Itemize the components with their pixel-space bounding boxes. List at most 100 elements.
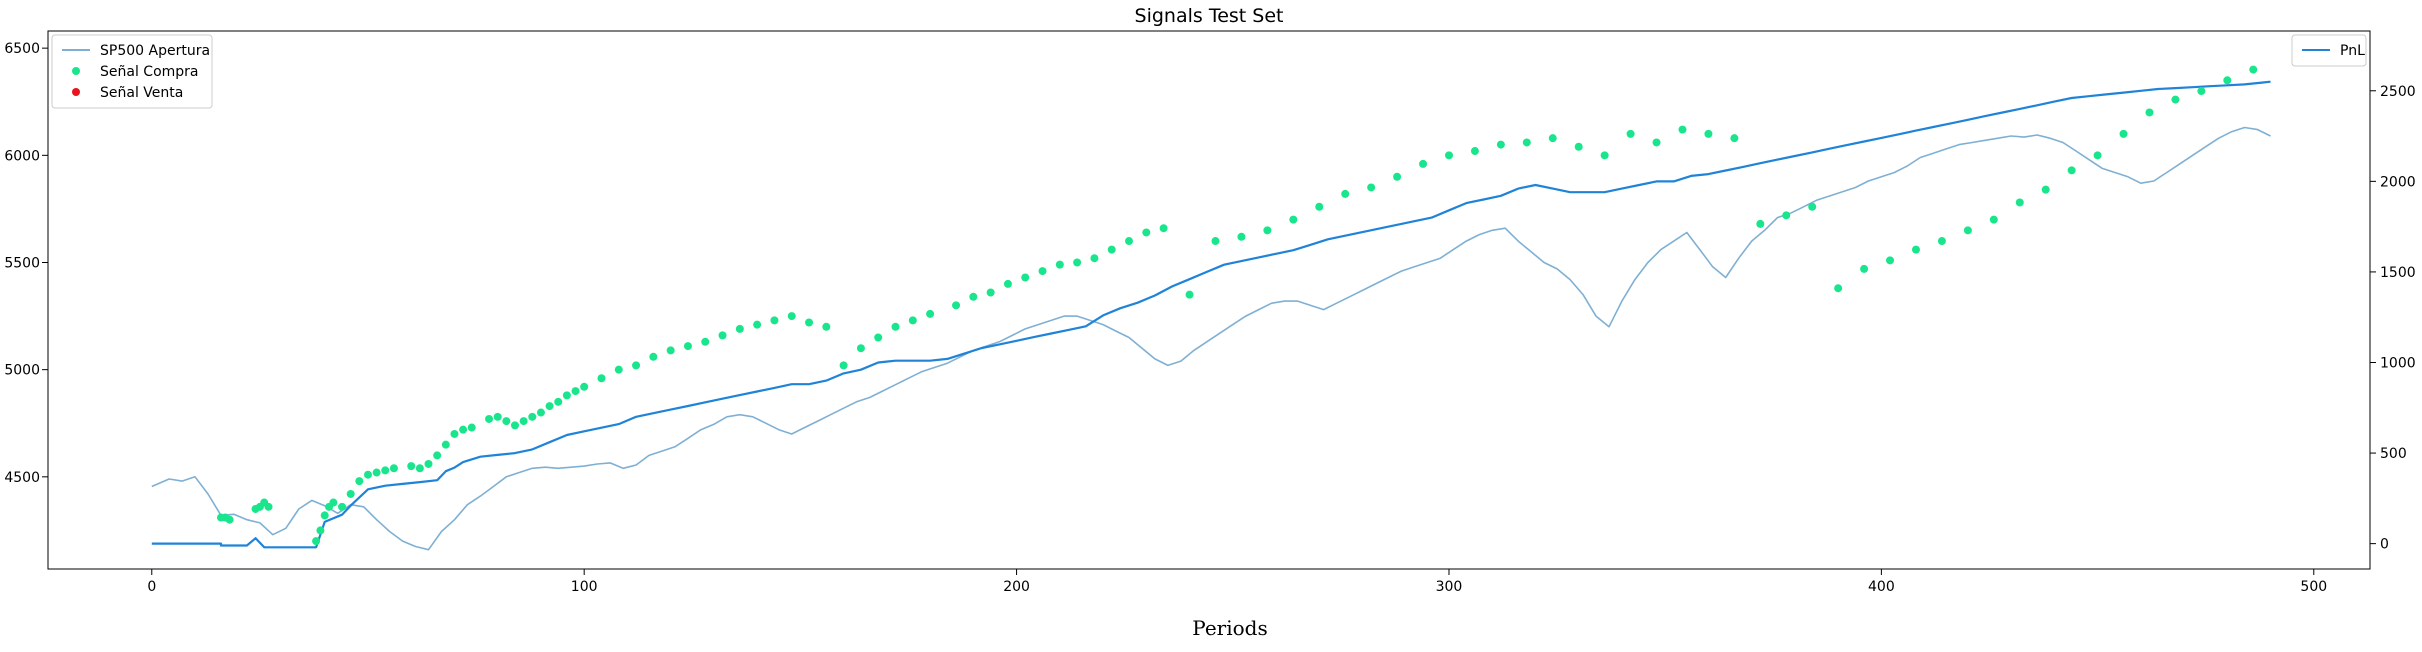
buy-signal-point xyxy=(1289,215,1298,224)
buy-signal-point xyxy=(554,397,563,406)
buy-signal-point xyxy=(1937,237,1946,246)
buy-signal-point xyxy=(614,365,623,374)
buy-signal-point xyxy=(320,511,329,520)
buy-signal-point xyxy=(433,451,442,460)
buy-signal-point xyxy=(2015,198,2024,207)
buy-signal-point xyxy=(1730,134,1739,143)
buy-signal-point xyxy=(346,489,355,498)
y-right-tick-label: 0 xyxy=(2380,537,2389,553)
legend-left: SP500 Apertura Señal Compra Señal Venta xyxy=(51,34,213,109)
buy-signal-point xyxy=(1886,256,1895,265)
legend-box xyxy=(51,34,213,109)
buy-signal-point xyxy=(1652,138,1661,147)
buy-signal-point xyxy=(1548,134,1557,143)
buy-signal-point xyxy=(891,322,900,331)
y-right-tick-label: 1000 xyxy=(2380,355,2416,371)
buy-signal-point xyxy=(510,421,519,430)
buy-signal-point xyxy=(424,459,433,468)
buy-signal-point xyxy=(2249,65,2258,74)
plot-area xyxy=(48,31,2370,569)
x-tick-label: 100 xyxy=(571,579,598,595)
buy-signal-point xyxy=(1834,284,1843,293)
buy-signal-point xyxy=(1107,245,1116,254)
pnl-line xyxy=(151,80,2271,549)
legend-swatch-dot xyxy=(72,67,80,75)
buy-signal-point xyxy=(1159,224,1168,233)
buy-signal-point xyxy=(372,468,381,477)
buy-signal-point xyxy=(805,318,814,327)
buy-signal-point xyxy=(338,502,347,511)
buy-signal-point xyxy=(952,301,961,310)
y-left-tick-label: 5000 xyxy=(4,363,40,379)
chart-title: Signals Test Set xyxy=(1135,5,1284,27)
buy-signal-point xyxy=(312,537,321,546)
legend-label: SP500 Apertura xyxy=(100,43,210,59)
buy-signal-point xyxy=(770,316,779,325)
buy-signal-point xyxy=(822,322,831,331)
buy-signal-point xyxy=(355,477,364,486)
buy-signal-point xyxy=(1315,202,1324,211)
buy-signal-point xyxy=(1522,138,1531,147)
sp500-apertura-line xyxy=(151,126,2271,551)
buy-signal-point xyxy=(856,344,865,353)
buy-signal-point xyxy=(908,316,917,325)
buy-signal-point xyxy=(2197,87,2206,96)
y-left-tick-label: 6500 xyxy=(4,41,40,57)
legend-swatch-dot xyxy=(72,88,80,96)
buy-signal-point xyxy=(1626,129,1635,138)
legend-right: PnL xyxy=(2291,34,2367,67)
buy-signal-point xyxy=(528,412,537,421)
buy-signal-point xyxy=(329,498,338,507)
buy-signal-point xyxy=(1963,226,1972,235)
buy-signal-point xyxy=(1367,183,1376,192)
buy-signal-point xyxy=(441,440,450,449)
buy-signal-point xyxy=(735,324,744,333)
buy-signal-point xyxy=(1211,237,1220,246)
buy-signal-point xyxy=(2041,185,2050,194)
buy-signal-point xyxy=(683,342,692,351)
buy-signal-point xyxy=(701,337,710,346)
buy-signal-point xyxy=(1419,159,1428,168)
y-right-tick-label: 2500 xyxy=(2380,84,2416,100)
buy-signal-point xyxy=(1600,151,1609,160)
buy-signal-point xyxy=(1125,237,1134,246)
legend-label: PnL xyxy=(2340,43,2365,59)
buy-signal-point xyxy=(1782,211,1791,220)
buy-signal-point xyxy=(493,412,502,421)
buy-signal-point xyxy=(502,417,511,426)
buy-signal-point xyxy=(1470,147,1479,156)
x-tick-label: 500 xyxy=(2300,579,2327,595)
plot-frame xyxy=(47,30,2371,570)
buy-signal-point xyxy=(316,526,325,535)
buy-signal-point xyxy=(225,515,234,524)
buy-signal-point xyxy=(467,423,476,432)
buy-signal-point xyxy=(450,429,459,438)
buy-signal-point xyxy=(1055,260,1064,269)
y-left-tick-label: 6000 xyxy=(4,148,40,164)
buy-signal-point xyxy=(718,331,727,340)
buy-signal-point xyxy=(1021,273,1030,282)
buy-signal-point xyxy=(519,417,528,426)
buy-signal-point xyxy=(2171,95,2180,104)
legend-label: Señal Compra xyxy=(100,64,199,80)
buy-signal-point xyxy=(2119,129,2128,138)
buy-signal-point xyxy=(545,402,554,411)
buy-signal-point xyxy=(381,466,390,475)
buy-signal-point xyxy=(1038,267,1047,276)
buy-signal-point xyxy=(415,464,424,473)
buy-signal-point xyxy=(1911,245,1920,254)
buy-signal-point xyxy=(1678,125,1687,134)
buy-signal-point xyxy=(874,333,883,342)
buy-signal-point xyxy=(2093,151,2102,160)
buy-signal-point xyxy=(363,470,372,479)
buy-signal-point xyxy=(1444,151,1453,160)
x-tick-label: 200 xyxy=(1003,579,1030,595)
y-left-tick-label: 4500 xyxy=(4,470,40,486)
series-layer xyxy=(151,80,2271,551)
buy-signal-point xyxy=(571,387,580,396)
y-right-tick-label: 1500 xyxy=(2380,265,2416,281)
buy-signal-point xyxy=(1496,140,1505,149)
buy-signal-point xyxy=(407,462,416,471)
buy-signal-point xyxy=(2145,108,2154,117)
